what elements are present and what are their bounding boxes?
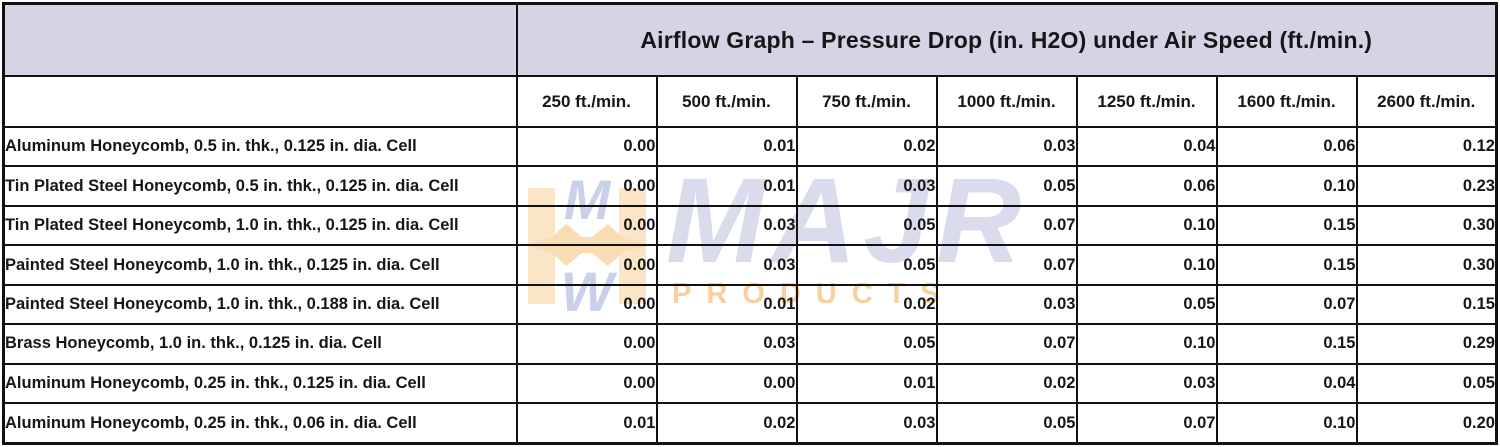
pressure-value: 0.05 bbox=[795, 323, 938, 365]
pressure-value: 0.10 bbox=[1075, 204, 1218, 247]
pressure-value: 0.12 bbox=[1355, 125, 1498, 168]
pressure-value: 0.02 bbox=[655, 402, 798, 445]
pressure-value: 0.01 bbox=[515, 402, 658, 445]
table-row: Tin Plated Steel Honeycomb, 0.5 in. thk.… bbox=[2, 165, 1498, 207]
air-speed-column-header: 1600 ft./min. bbox=[1215, 75, 1358, 128]
air-speed-column-header: 750 ft./min. bbox=[795, 75, 938, 128]
air-speed-column-header: 2600 ft./min. bbox=[1355, 75, 1498, 128]
table-title-row: Airflow Graph – Pressure Drop (in. H2O) … bbox=[2, 2, 1498, 77]
material-label: Aluminum Honeycomb, 0.25 in. thk., 0.125… bbox=[2, 362, 518, 405]
pressure-value: 0.15 bbox=[1215, 204, 1358, 247]
pressure-value: 0.15 bbox=[1215, 323, 1358, 365]
pressure-value: 0.00 bbox=[515, 244, 658, 286]
pressure-value: 0.30 bbox=[1355, 204, 1498, 247]
pressure-value: 0.07 bbox=[1075, 402, 1218, 445]
pressure-value: 0.02 bbox=[795, 125, 938, 168]
pressure-value: 0.07 bbox=[1215, 283, 1358, 326]
pressure-value: 0.02 bbox=[795, 283, 938, 326]
pressure-value: 0.03 bbox=[655, 323, 798, 365]
pressure-value: 0.05 bbox=[795, 244, 938, 286]
pressure-value: 0.01 bbox=[655, 125, 798, 168]
pressure-value: 0.03 bbox=[1075, 362, 1218, 405]
pressure-value: 0.15 bbox=[1215, 244, 1358, 286]
pressure-value: 0.23 bbox=[1355, 165, 1498, 207]
pressure-value: 0.10 bbox=[1215, 165, 1358, 207]
pressure-value: 0.20 bbox=[1355, 402, 1498, 445]
table-title: Airflow Graph – Pressure Drop (in. H2O) … bbox=[515, 2, 1498, 77]
pressure-value: 0.10 bbox=[1215, 402, 1358, 445]
pressure-value: 0.03 bbox=[795, 402, 938, 445]
table-row: Painted Steel Honeycomb, 1.0 in. thk., 0… bbox=[2, 244, 1498, 286]
material-label: Painted Steel Honeycomb, 1.0 in. thk., 0… bbox=[2, 244, 518, 286]
pressure-value: 0.05 bbox=[1075, 283, 1218, 326]
pressure-value: 0.00 bbox=[515, 165, 658, 207]
pressure-value: 0.00 bbox=[655, 362, 798, 405]
column-header-row: 250 ft./min. 500 ft./min. 750 ft./min. 1… bbox=[2, 75, 1498, 128]
pressure-value: 0.00 bbox=[515, 283, 658, 326]
material-label: Aluminum Honeycomb, 0.5 in. thk., 0.125 … bbox=[2, 125, 518, 168]
pressure-value: 0.03 bbox=[795, 165, 938, 207]
pressure-value: 0.07 bbox=[935, 244, 1078, 286]
material-label: Tin Plated Steel Honeycomb, 0.5 in. thk.… bbox=[2, 165, 518, 207]
pressure-value: 0.01 bbox=[655, 283, 798, 326]
pressure-value: 0.03 bbox=[935, 283, 1078, 326]
table-row: Aluminum Honeycomb, 0.25 in. thk., 0.125… bbox=[2, 362, 1498, 405]
pressure-value: 0.02 bbox=[935, 362, 1078, 405]
pressure-value: 0.05 bbox=[1355, 362, 1498, 405]
pressure-value: 0.04 bbox=[1215, 362, 1358, 405]
pressure-value: 0.06 bbox=[1075, 165, 1218, 207]
pressure-value: 0.00 bbox=[515, 204, 658, 247]
pressure-value: 0.00 bbox=[515, 125, 658, 168]
pressure-value: 0.30 bbox=[1355, 244, 1498, 286]
pressure-value: 0.10 bbox=[1075, 244, 1218, 286]
pressure-value: 0.05 bbox=[795, 204, 938, 247]
pressure-value: 0.00 bbox=[515, 323, 658, 365]
pressure-value: 0.05 bbox=[935, 402, 1078, 445]
material-label: Aluminum Honeycomb, 0.25 in. thk., 0.06 … bbox=[2, 402, 518, 445]
pressure-value: 0.15 bbox=[1355, 283, 1498, 326]
pressure-value: 0.03 bbox=[655, 244, 798, 286]
pressure-value: 0.01 bbox=[655, 165, 798, 207]
air-speed-column-header: 1250 ft./min. bbox=[1075, 75, 1218, 128]
pressure-value: 0.03 bbox=[655, 204, 798, 247]
pressure-value: 0.05 bbox=[935, 165, 1078, 207]
material-label: Brass Honeycomb, 1.0 in. thk., 0.125 in.… bbox=[2, 323, 518, 365]
header-row-blank-cell bbox=[2, 75, 518, 128]
material-label: Tin Plated Steel Honeycomb, 1.0 in. thk.… bbox=[2, 204, 518, 247]
table-row: Aluminum Honeycomb, 0.5 in. thk., 0.125 … bbox=[2, 125, 1498, 168]
title-row-corner-cell bbox=[2, 2, 518, 77]
air-speed-column-header: 500 ft./min. bbox=[655, 75, 798, 128]
table-row: Painted Steel Honeycomb, 1.0 in. thk., 0… bbox=[2, 283, 1498, 326]
air-speed-column-header: 250 ft./min. bbox=[515, 75, 658, 128]
pressure-value: 0.03 bbox=[935, 125, 1078, 168]
pressure-value: 0.04 bbox=[1075, 125, 1218, 168]
pressure-value: 0.10 bbox=[1075, 323, 1218, 365]
table-row: Brass Honeycomb, 1.0 in. thk., 0.125 in.… bbox=[2, 323, 1498, 365]
table-row: Tin Plated Steel Honeycomb, 1.0 in. thk.… bbox=[2, 204, 1498, 247]
pressure-value: 0.07 bbox=[935, 204, 1078, 247]
pressure-value: 0.07 bbox=[935, 323, 1078, 365]
pressure-value: 0.00 bbox=[515, 362, 658, 405]
table-row: Aluminum Honeycomb, 0.25 in. thk., 0.06 … bbox=[2, 402, 1498, 445]
air-speed-column-header: 1000 ft./min. bbox=[935, 75, 1078, 128]
pressure-value: 0.29 bbox=[1355, 323, 1498, 365]
pressure-value: 0.01 bbox=[795, 362, 938, 405]
pressure-value: 0.06 bbox=[1215, 125, 1358, 168]
material-label: Painted Steel Honeycomb, 1.0 in. thk., 0… bbox=[2, 283, 518, 326]
